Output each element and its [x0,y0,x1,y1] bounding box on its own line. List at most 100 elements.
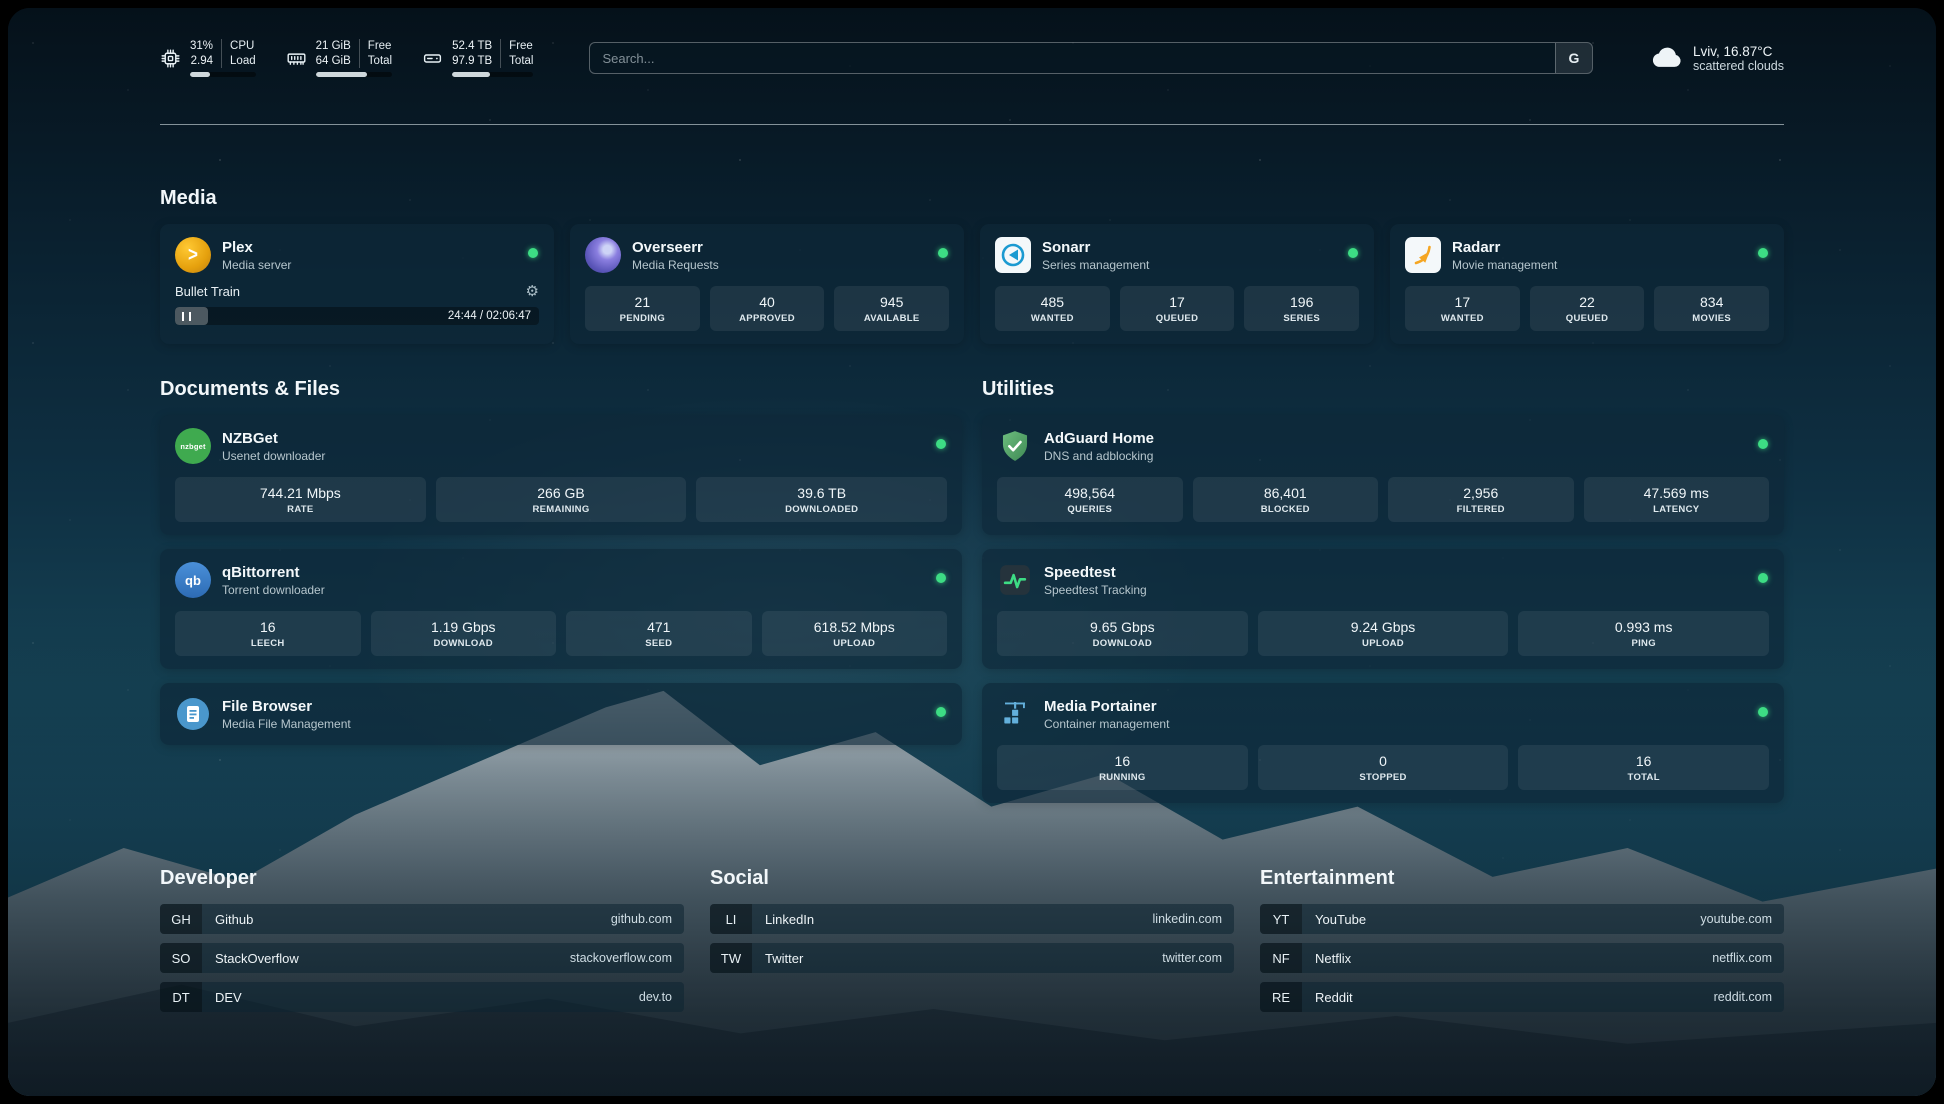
cpu-label: CPU [230,39,255,52]
status-dot [936,439,946,449]
playback-time: 24:44 / 02:06:47 [447,310,531,322]
disk-free-value: 52.4 TB [452,39,493,52]
disk-progress-bar [452,72,534,78]
search-bar: G [589,42,1593,74]
bookmark-stackoverflow[interactable]: SO StackOverflow stackoverflow.com [160,943,684,973]
stat-rate: 744.21 Mbps RATE [175,477,426,522]
stat-wanted: 485 WANTED [995,286,1110,331]
bookmark-url: stackoverflow.com [569,951,672,965]
disk-free-label: Free [509,39,533,52]
bookmark-url: dev.to [638,990,672,1004]
speedtest-pulse-icon [997,562,1033,598]
stat-series: 196 SERIES [1244,286,1360,331]
status-dot [938,248,948,258]
cpu-load-value: 2.94 [190,54,214,67]
app-desc: Series management [1042,257,1150,272]
stat-blocked: 86,401 BLOCKED [1192,477,1378,522]
ram-progress-bar [315,72,393,78]
status-dot [1758,573,1768,583]
app-name: Media Portainer [1044,697,1157,715]
stat-queued: 17 QUEUED [1119,286,1235,331]
bookmark-group-developer: Developer GH Github github.com SO StackO… [160,867,684,1021]
gear-icon[interactable]: ⚙ [525,283,539,300]
ram-total-label: Total [367,54,393,67]
bookmark-url: reddit.com [1713,990,1772,1004]
cpu-load-label: Load [230,54,256,67]
app-card-radarr[interactable]: Radarr Movie management 17 WANTED 22 QUEUE… [1390,224,1784,344]
app-desc: DNS and adblocking [1044,448,1154,463]
bookmark-abbr: RE [1260,982,1302,1012]
stat-latency: 47.569 ms LATENCY [1583,477,1769,522]
bookmark-abbr: LI [710,904,752,934]
stat-downloaded: 39.6 TB DOWNLOADED [696,477,948,522]
dashboard-content: 31% 2.94 CPU Load [8,8,1936,1096]
bookmark-reddit[interactable]: RE Reddit reddit.com [1260,982,1784,1012]
bookmark-dev[interactable]: DT DEV dev.to [160,982,684,1012]
stat-remaining: 266 GB REMAINING [435,477,687,522]
nzbget-icon: nzbget [175,428,211,464]
app-name: File Browser [222,697,313,715]
app-name: Radarr [1452,238,1501,256]
app-card-qbittorrent[interactable]: qb qBittorrent Torrent downloader 16 LEEC… [160,549,962,669]
pause-icon [182,311,191,321]
cpu-progress-fill [190,72,211,78]
stat-filtered: 2,956 FILTERED [1388,477,1574,522]
weather-widget: Lviv, 16.87°C scattered clouds [1649,43,1784,74]
ram-widget: 21 GiB 64 GiB Free Total [286,38,393,78]
stat-seed: 471 SEED [566,611,752,656]
app-name: Speedtest [1044,563,1116,581]
cpu-widget: 31% 2.94 CPU Load [160,38,256,78]
bookmark-github[interactable]: GH Github github.com [160,904,684,934]
app-desc: Media File Management [222,716,351,731]
bookmark-linkedin[interactable]: LI LinkedIn linkedin.com [710,904,1234,934]
disk-total-value: 97.9 TB [452,54,493,67]
bookmark-abbr: SO [160,943,202,973]
stat-ping: 0.993 ms PING [1518,611,1770,656]
stat-pending: 21 PENDING [585,286,700,331]
stat-queries: 498,564 QUERIES [997,477,1183,522]
section-title-documents: Documents & Files [160,378,341,400]
app-card-overseerr[interactable]: Overseerr Media Requests 21 PENDING 40 APP… [570,224,964,344]
app-card-speedtest[interactable]: Speedtest Speedtest Tracking 9.65 Gbps DO… [982,549,1784,669]
section-title-utilities: Utilities [982,378,1055,400]
bookmark-netflix[interactable]: NF Netflix netflix.com [1260,943,1784,973]
bookmark-youtube[interactable]: YT YouTube youtube.com [1260,904,1784,934]
bookmark-name: StackOverflow [215,950,299,966]
app-desc: Speedtest Tracking [1044,582,1147,597]
app-card-sonarr[interactable]: Sonarr Series management 485 WANTED 17 QUE… [980,224,1374,344]
app-card-filebrowser[interactable]: File Browser Media File Management [160,683,962,745]
media-grid: > Plex Media server Bullet Train ⚙ 24:44… [160,224,1784,344]
search-engine-button[interactable]: G [1554,43,1592,73]
disk-widget: 52.4 TB 97.9 TB Free Total [422,38,534,78]
stat-movies: 834 MOVIES [1654,286,1770,331]
app-name: Overseerr [632,238,703,256]
adguard-shield-icon [997,428,1033,464]
bookmark-group-social: Social LI LinkedIn linkedin.com TW Twitt… [710,867,1234,1021]
playback-progress-bar[interactable]: 24:44 / 02:06:47 [175,307,539,325]
stat-approved: 40 APPROVED [709,286,825,331]
status-dot [1758,439,1768,449]
app-card-portainer[interactable]: Media Portainer Container management 16 R… [982,683,1784,803]
search-input[interactable] [589,42,1593,74]
section-utilities: Utilities AdGuard Home DNS and adblockin… [982,378,1784,803]
app-card-plex[interactable]: > Plex Media server Bullet Train ⚙ 24:44… [160,224,554,344]
app-desc: Torrent downloader [222,582,325,597]
topbar-divider [160,124,1784,125]
status-dot [936,573,946,583]
radarr-icon [1405,237,1441,273]
bookmark-url: twitter.com [1162,951,1222,965]
weather-location-temp: Lviv, 16.87°C [1692,43,1773,59]
status-dot [936,707,946,717]
app-desc: Media Requests [632,257,719,272]
app-desc: Media server [222,257,292,272]
hardware-widgets: 31% 2.94 CPU Load [160,38,534,78]
app-card-adguard[interactable]: AdGuard Home DNS and adblocking 498,564 Q… [982,415,1784,535]
qbittorrent-icon: qb [175,562,211,598]
bookmark-abbr: YT [1260,904,1302,934]
bookmark-abbr: GH [160,904,202,934]
app-desc: Movie management [1452,257,1558,272]
portainer-crane-icon [997,696,1033,732]
app-card-nzbget[interactable]: nzbget NZBGet Usenet downloader 744.21 M… [160,415,962,535]
bookmark-twitter[interactable]: TW Twitter twitter.com [710,943,1234,973]
